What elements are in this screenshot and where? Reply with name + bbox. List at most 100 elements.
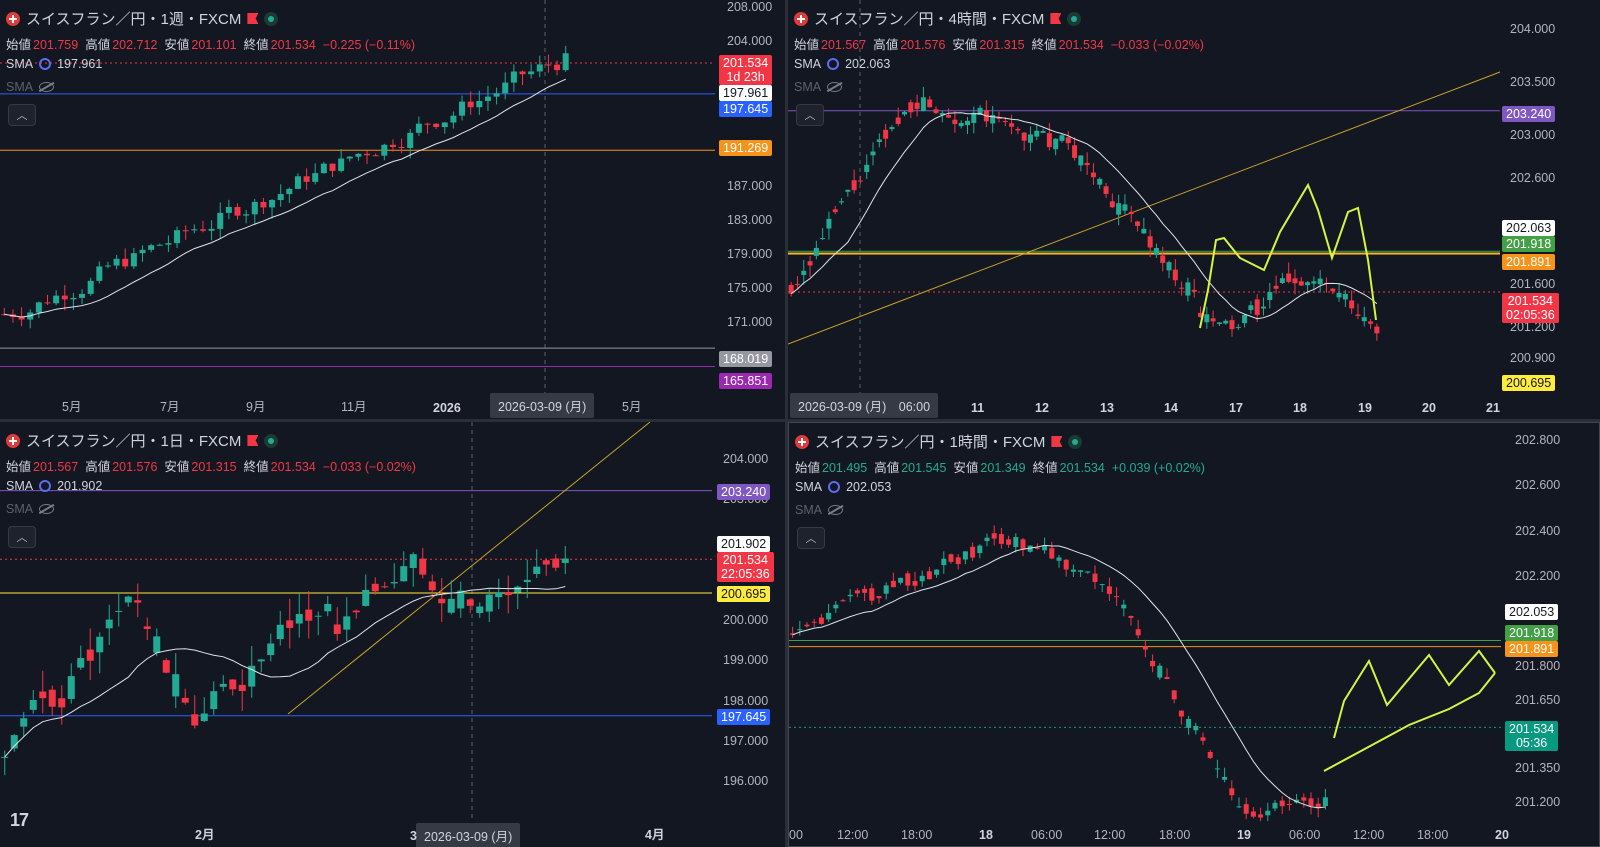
y-axis-tick: 202.600 bbox=[1515, 478, 1561, 493]
daily-plot[interactable] bbox=[0, 422, 785, 847]
x-axis-tick: 06:00 bbox=[1031, 828, 1063, 842]
flag-icon[interactable] bbox=[1051, 436, 1063, 447]
collapse-legend-button[interactable]: ︿ bbox=[8, 104, 36, 126]
sma-legend[interactable]: SMA 201.902 bbox=[6, 479, 103, 493]
symbol-header[interactable]: スイスフラン／円・1日・FXCM bbox=[6, 430, 279, 451]
trend-line bbox=[287, 422, 651, 715]
chart-panel-1h[interactable]: スイスフラン／円・1時間・FXCM 始値 201.495 高値 201.545 安値 20… bbox=[788, 422, 1600, 847]
x-axis-tick: 20 bbox=[1422, 401, 1436, 415]
crosshair-date: 2026-03-09 (月) 06:00 bbox=[790, 393, 939, 418]
tradingview-logo[interactable]: 17 bbox=[10, 810, 29, 830]
crosshair-date: 2026-03-09 (月) bbox=[416, 823, 521, 847]
broker-logo-icon bbox=[6, 433, 20, 448]
collapse-legend-button[interactable]: ︿ bbox=[797, 527, 825, 549]
candle-body bbox=[1272, 802, 1278, 809]
candle-body bbox=[990, 115, 996, 124]
candle-body bbox=[905, 573, 911, 586]
candle-body bbox=[1279, 800, 1285, 807]
chart-panel-4h[interactable]: スイスフラン／円・4時間・FXCM 始値 201.567 高値 201.576 安値 20… bbox=[788, 0, 1600, 419]
price-tag: 201.534 02:05:36 bbox=[1502, 293, 1559, 323]
symbol-header[interactable]: スイスフラン／円・4時間・FXCM bbox=[794, 8, 1082, 29]
candle-body bbox=[1223, 320, 1229, 324]
candle-body bbox=[1172, 269, 1178, 281]
sma-legend[interactable]: SMA 202.053 bbox=[795, 480, 892, 494]
sync-icon bbox=[828, 481, 841, 493]
y-axis-tick: 179.000 bbox=[727, 246, 773, 261]
candle-body bbox=[1171, 690, 1177, 700]
candle-body bbox=[96, 266, 103, 281]
flag-icon[interactable] bbox=[1050, 13, 1062, 24]
symbol-header[interactable]: スイスフラン／円・1週・FXCM bbox=[6, 8, 279, 29]
pane-divider-vertical[interactable] bbox=[785, 0, 788, 847]
candle-body bbox=[295, 614, 303, 624]
candle-body bbox=[143, 626, 151, 629]
candle-body bbox=[260, 201, 267, 208]
candle-body bbox=[148, 245, 155, 250]
candle-body bbox=[333, 624, 341, 634]
candle-body bbox=[1330, 288, 1336, 292]
flag-icon[interactable] bbox=[247, 13, 259, 24]
price-tag: 201.534 22:05:36 bbox=[717, 552, 774, 582]
x-axis-tick: 5月 bbox=[622, 400, 642, 414]
candle-body bbox=[1103, 186, 1109, 194]
collapse-legend-button[interactable]: ︿ bbox=[8, 526, 36, 548]
candle-body bbox=[1166, 262, 1172, 271]
candle-body bbox=[1015, 128, 1021, 131]
sma-hidden-legend[interactable]: SMA bbox=[795, 503, 844, 517]
candle-body bbox=[29, 699, 37, 710]
candle-body bbox=[811, 621, 817, 623]
chart-panel-daily[interactable]: スイスフラン／円・1日・FXCM 始値 201.567 高値 201.576 安値 201… bbox=[0, 422, 785, 847]
collapse-legend-button[interactable]: ︿ bbox=[796, 104, 824, 126]
price-tag: 197.645 bbox=[719, 101, 773, 117]
candle-body bbox=[182, 230, 189, 232]
candle-body bbox=[818, 617, 824, 624]
sma-hidden-legend[interactable]: SMA bbox=[6, 502, 55, 516]
sma-legend[interactable]: SMA 202.063 bbox=[794, 57, 891, 71]
candle-body bbox=[115, 610, 123, 612]
candle-body bbox=[1260, 306, 1266, 309]
sma-hidden-legend[interactable]: SMA bbox=[794, 80, 843, 94]
candle-body bbox=[1229, 788, 1235, 796]
weekly-plot[interactable] bbox=[0, 0, 785, 419]
price-tag: 201.534 05:36 bbox=[1505, 721, 1559, 751]
eye-hidden-icon[interactable] bbox=[39, 82, 55, 92]
candle-body bbox=[839, 201, 845, 203]
chart-panel-weekly[interactable]: スイスフラン／円・1週・FXCM 始値 201.759 高値 202.712 安値 201… bbox=[0, 0, 785, 419]
price-tag: 201.918 bbox=[1502, 236, 1556, 252]
candle-body bbox=[1121, 604, 1127, 609]
candle-body bbox=[1186, 718, 1192, 728]
hand-drawn-pattern bbox=[1199, 182, 1377, 329]
candle-body bbox=[519, 71, 526, 75]
candle-body bbox=[797, 629, 803, 631]
candle-body bbox=[134, 600, 142, 603]
candle-body bbox=[362, 589, 370, 606]
sma-hidden-legend[interactable]: SMA bbox=[6, 80, 55, 94]
eye-hidden-icon[interactable] bbox=[828, 505, 844, 515]
candle-body bbox=[1207, 752, 1213, 758]
x-axis-tick: 18:00 bbox=[901, 828, 933, 842]
x-axis-tick: 12:00 bbox=[1094, 828, 1126, 842]
candle-body bbox=[1090, 172, 1096, 178]
sma-legend[interactable]: SMA 197.961 bbox=[6, 57, 103, 71]
candle-body bbox=[1157, 665, 1163, 678]
1h-plot[interactable] bbox=[789, 423, 1600, 847]
pane-divider-horizontal[interactable] bbox=[0, 419, 1600, 422]
candle-body bbox=[536, 64, 543, 72]
candle-body bbox=[934, 569, 940, 575]
candle-body bbox=[459, 101, 466, 116]
4h-plot[interactable] bbox=[788, 0, 1600, 419]
x-axis-tick: 06:00 bbox=[1289, 828, 1321, 842]
eye-hidden-icon[interactable] bbox=[39, 504, 55, 514]
candle-body bbox=[493, 93, 500, 97]
candle-body bbox=[862, 588, 868, 593]
candle-body bbox=[86, 649, 94, 661]
candle-body bbox=[1002, 121, 1008, 123]
x-axis-tick: 11 bbox=[971, 401, 985, 415]
flag-icon[interactable] bbox=[247, 435, 259, 446]
candle-body bbox=[523, 579, 531, 583]
eye-hidden-icon[interactable] bbox=[827, 82, 843, 92]
candle-body bbox=[1179, 287, 1185, 289]
candle-body bbox=[552, 558, 560, 568]
symbol-header[interactable]: スイスフラン／円・1時間・FXCM bbox=[795, 431, 1083, 452]
y-axis-tick: 201.600 bbox=[1510, 277, 1556, 291]
